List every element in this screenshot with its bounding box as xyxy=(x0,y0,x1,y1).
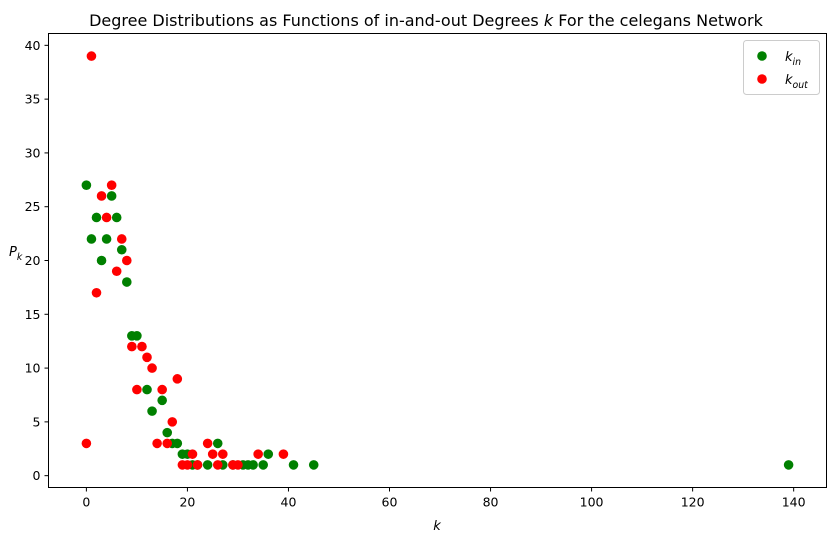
data-point xyxy=(152,438,162,449)
legend-label: kin xyxy=(785,50,801,68)
y-axis-ticks: 0 5 10 15 20 25 30 35 40 xyxy=(25,38,49,483)
data-point xyxy=(157,384,167,395)
data-point xyxy=(202,460,213,470)
data-point xyxy=(157,395,167,406)
plot-marks xyxy=(81,51,794,470)
data-point xyxy=(233,460,243,470)
data-point xyxy=(147,406,157,416)
data-point xyxy=(81,180,92,190)
data-point xyxy=(122,255,132,266)
data-point xyxy=(308,460,319,470)
data-point xyxy=(192,460,203,470)
data-point xyxy=(172,374,183,384)
data-point xyxy=(96,255,107,266)
legend-marker xyxy=(757,51,767,61)
data-point xyxy=(783,460,794,470)
series-0 xyxy=(81,180,794,470)
legend: kin kout xyxy=(743,40,820,95)
x-tick-label: 60 xyxy=(382,495,398,510)
data-point xyxy=(111,212,122,223)
data-point xyxy=(263,449,274,459)
data-point xyxy=(122,277,132,287)
data-point xyxy=(278,449,289,459)
y-tick-label: 0 xyxy=(33,468,41,483)
data-point xyxy=(86,234,97,244)
data-point xyxy=(106,191,117,201)
data-point xyxy=(288,460,299,470)
x-tick-label: 20 xyxy=(179,495,195,510)
data-point xyxy=(147,363,157,373)
x-tick-label: 100 xyxy=(580,495,604,510)
data-point xyxy=(81,438,92,449)
y-tick-label: 40 xyxy=(25,38,41,53)
data-point xyxy=(212,438,223,449)
series-1 xyxy=(81,51,289,470)
x-axis-ticks: 0 20 40 60 80 100 120 140 xyxy=(82,487,806,510)
y-tick-label: 35 xyxy=(25,92,41,107)
x-tick-label: 120 xyxy=(681,495,705,510)
legend-box xyxy=(743,40,820,95)
data-point xyxy=(212,460,223,470)
x-axis-label: k xyxy=(433,519,441,534)
data-point xyxy=(101,234,112,244)
plot-area-frame xyxy=(48,33,827,488)
y-tick-label: 10 xyxy=(25,361,41,376)
data-point xyxy=(111,266,122,277)
data-point xyxy=(248,460,258,470)
y-tick-label: 5 xyxy=(33,414,41,429)
data-point xyxy=(202,438,213,449)
data-point xyxy=(91,212,102,223)
data-point xyxy=(182,460,193,470)
data-point xyxy=(116,234,127,244)
x-tick-label: 40 xyxy=(281,495,297,510)
legend-label: kout xyxy=(785,73,808,91)
data-point xyxy=(106,180,117,190)
data-point xyxy=(96,191,107,201)
data-point xyxy=(142,352,152,363)
data-point xyxy=(162,438,173,449)
data-point xyxy=(253,449,263,459)
data-point xyxy=(86,51,97,61)
data-point xyxy=(207,449,218,459)
data-point xyxy=(142,384,152,395)
data-point xyxy=(127,341,137,352)
data-point xyxy=(172,438,183,449)
data-point xyxy=(101,212,112,223)
y-tick-label: 25 xyxy=(25,199,41,214)
y-tick-label: 15 xyxy=(25,307,41,322)
data-point xyxy=(217,449,228,459)
x-tick-label: 140 xyxy=(782,495,806,510)
data-point xyxy=(162,427,173,438)
data-point xyxy=(132,331,142,341)
data-point xyxy=(91,287,102,298)
data-point xyxy=(167,417,178,427)
y-axis-label: Pk xyxy=(9,245,23,263)
y-tick-label: 20 xyxy=(25,253,41,268)
chart-title: Degree Distributions as Functions of in-… xyxy=(89,11,764,30)
x-tick-label: 80 xyxy=(483,495,499,510)
data-point xyxy=(258,460,269,470)
data-point xyxy=(187,449,198,459)
data-point xyxy=(137,341,147,352)
data-point xyxy=(132,384,142,395)
y-tick-label: 30 xyxy=(25,145,41,160)
x-tick-label: 0 xyxy=(82,495,90,510)
legend-marker xyxy=(757,74,767,84)
data-point xyxy=(116,244,127,255)
